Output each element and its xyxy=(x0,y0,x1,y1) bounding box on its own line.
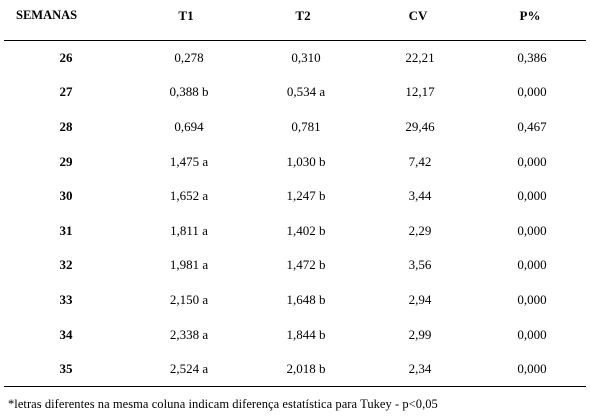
cell-t1: 1,475 a xyxy=(169,153,209,169)
results-table: SEMANAS T1 T2 CV P% 26 0,278 0,310 22,21 0,3… xyxy=(4,0,586,388)
table-row: 27 0,388 b 0,534 a 12,17 0,000 xyxy=(4,75,586,110)
cell-p-percent: 0,000 xyxy=(517,257,547,273)
cell-week: 32 xyxy=(59,257,73,273)
cell-cv: 2,99 xyxy=(408,326,432,342)
cell-t1: 0,278 xyxy=(174,49,204,65)
cell-cv: 2,34 xyxy=(362,351,474,388)
cell-t1: 2,150 a xyxy=(169,291,209,307)
table-row: 34 2,338 a 1,844 b 2,99 0,000 xyxy=(4,317,586,352)
cell-t1: 1,981 a xyxy=(169,257,209,273)
cell-week: 31 xyxy=(59,222,73,238)
cell-t1: 0,388 b xyxy=(169,84,209,100)
cell-t2: 0,534 a xyxy=(286,84,326,100)
table-row: 28 0,694 0,781 29,46 0,467 xyxy=(4,110,586,145)
cell-t1: 2,338 a xyxy=(169,326,209,342)
header-p-percent: P% xyxy=(474,0,586,41)
header-semanas: SEMANAS xyxy=(4,0,128,41)
table-row: 35 2,524 a 2,018 b 2,34 0,000 xyxy=(4,351,586,388)
cell-t1: 1,811 a xyxy=(170,222,208,238)
header-t2: T2 xyxy=(244,0,362,41)
cell-p-percent: 0,000 xyxy=(517,291,547,307)
header-t1: T1 xyxy=(128,0,244,41)
cell-p-percent: 0,000 xyxy=(517,326,547,342)
cell-p-percent: 0,000 xyxy=(474,351,586,388)
table-row: 26 0,278 0,310 22,21 0,386 xyxy=(4,40,586,75)
cell-cv: 2,29 xyxy=(408,222,432,238)
cell-p-percent: 0,467 xyxy=(517,118,547,134)
cell-week: 26 xyxy=(59,49,73,65)
cell-t2: 1,030 b xyxy=(286,153,326,169)
cell-week: 29 xyxy=(59,153,73,169)
header-cv: CV xyxy=(362,0,474,41)
cell-p-percent: 0,000 xyxy=(517,84,547,100)
cell-p-percent: 0,000 xyxy=(517,222,547,238)
cell-t2: 1,402 b xyxy=(286,222,326,238)
cell-week: 27 xyxy=(59,84,73,100)
cell-p-percent: 0,000 xyxy=(517,153,547,169)
cell-t1: 1,652 a xyxy=(169,188,209,204)
cell-p-percent: 0,000 xyxy=(517,188,547,204)
cell-cv: 22,21 xyxy=(405,49,435,65)
cell-t2: 0,781 xyxy=(291,118,321,134)
cell-t2: 1,247 b xyxy=(286,188,326,204)
cell-t2: 1,844 b xyxy=(286,326,326,342)
table-row: 31 1,811 a 1,402 b 2,29 0,000 xyxy=(4,213,586,248)
table-header-row: SEMANAS T1 T2 CV P% xyxy=(4,0,586,41)
cell-week: 34 xyxy=(59,326,73,342)
cell-p-percent: 0,386 xyxy=(517,49,547,65)
table-row: 33 2,150 a 1,648 b 2,94 0,000 xyxy=(4,283,586,318)
table-row: 32 1,981 a 1,472 b 3,56 0,000 xyxy=(4,248,586,283)
cell-week: 33 xyxy=(59,291,73,307)
cell-t1: 2,524 a xyxy=(128,351,244,388)
cell-t2: 2,018 b xyxy=(244,351,362,388)
table-row: 29 1,475 a 1,030 b 7,42 0,000 xyxy=(4,144,586,179)
cell-t2: 1,648 b xyxy=(286,291,326,307)
cell-t2: 1,472 b xyxy=(286,257,326,273)
cell-cv: 2,94 xyxy=(408,291,432,307)
cell-t1: 0,694 xyxy=(174,118,204,134)
cell-cv: 7,42 xyxy=(408,153,432,169)
cell-week: 35 xyxy=(4,351,128,388)
cell-week: 30 xyxy=(59,188,73,204)
cell-cv: 3,44 xyxy=(408,188,432,204)
cell-t2: 0,310 xyxy=(291,49,321,65)
cell-cv: 12,17 xyxy=(405,84,435,100)
table-body: 26 0,278 0,310 22,21 0,386 27 0,388 b 0,534 a 12… xyxy=(4,40,586,388)
footnote: *letras diferentes na mesma coluna indic… xyxy=(8,397,438,411)
table-row: 30 1,652 a 1,247 b 3,44 0,000 xyxy=(4,179,586,214)
cell-cv: 29,46 xyxy=(405,118,435,134)
cell-week: 28 xyxy=(59,118,73,134)
cell-cv: 3,56 xyxy=(408,257,432,273)
